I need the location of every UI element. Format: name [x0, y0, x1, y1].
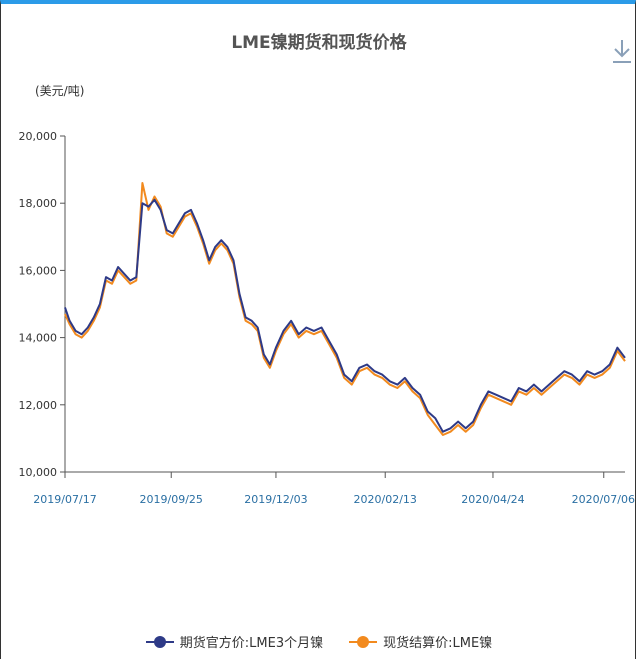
y-tick-label: 10,000 [19, 466, 58, 479]
x-tick-label: 2020/04/24 [461, 493, 524, 506]
x-tick-label: 2019/12/03 [244, 493, 307, 506]
legend-item-spot[interactable]: 现货结算价:LME镍 [349, 632, 492, 651]
chart-title: LME镍期货和现货价格 [231, 33, 407, 53]
download-icon[interactable] [611, 38, 633, 64]
y-tick-label: 18,000 [19, 197, 58, 210]
legend-swatch-spot [349, 635, 378, 648]
series-line-futures [64, 198, 626, 433]
x-tick-label: 2019/09/25 [140, 493, 203, 506]
y-tick-label: 14,000 [19, 332, 58, 345]
legend-label-futures: 期货官方价:LME3个月镍 [179, 636, 324, 651]
x-tick-label: 2019/07/17 [33, 493, 96, 506]
y-tick-label: 12,000 [19, 399, 58, 412]
legend-label-spot: 现货结算价:LME镍 [383, 636, 493, 651]
legend-swatch-futures [145, 635, 174, 648]
legend-item-futures[interactable]: 期货官方价:LME3个月镍 [145, 632, 324, 651]
x-tick-label: 2020/02/13 [354, 493, 417, 506]
y-tick-label: 20,000 [19, 130, 58, 143]
legend: 期货官方价:LME3个月镍 现货结算价:LME镍 [1, 632, 636, 651]
y-tick-label: 16,000 [19, 264, 58, 277]
y-axis-unit-label: (美元/吨) [35, 84, 85, 98]
series-line-spot [64, 182, 626, 436]
line-chart: 10,000 12,000 14,000 16,000 18,000 20,000 2019… [19, 130, 636, 506]
x-tick-label: 2020/07/06 [572, 493, 635, 506]
